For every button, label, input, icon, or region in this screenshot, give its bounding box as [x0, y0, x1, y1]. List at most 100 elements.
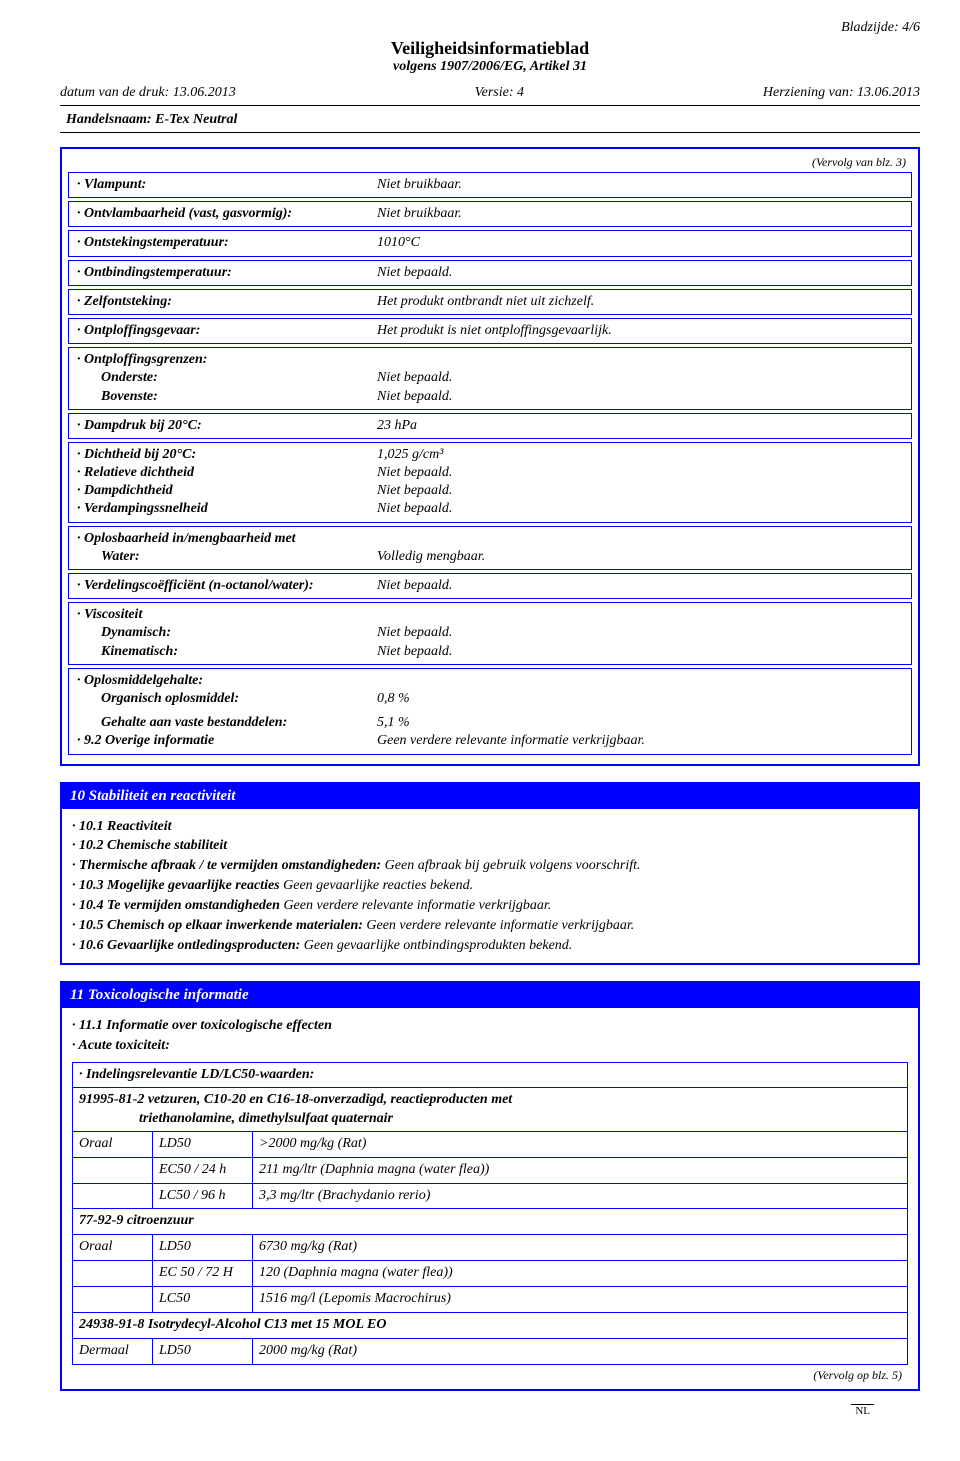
tox-row: LC50 1516 mg/l (Lepomis Macrochirus): [73, 1287, 907, 1313]
line-10-3b: Geen afbraak bij gebruik volgens voorsch…: [381, 858, 640, 873]
page-number: Bladzijde: 4/6: [60, 20, 920, 36]
continuation-to: (Vervolg op blz. 5): [72, 1365, 908, 1383]
prop-key: Vlampunt:: [77, 176, 377, 194]
prop-key: Oplosmiddelgehalte:: [77, 672, 903, 690]
prop-ontsteking: Ontstekingstemperatuur: 1010°C: [68, 230, 912, 256]
prop-oplosbaarheid: Oplosbaarheid in/mengbaarheid met Water:…: [68, 526, 912, 570]
meta-row: datum van de druk: 13.06.2013 Versie: 4 …: [60, 85, 920, 101]
tox-row: EC50 / 24 h 211 mg/ltr (Daphnia magna (w…: [73, 1158, 907, 1184]
tox-type: LC50 / 96 h: [153, 1184, 253, 1209]
prop-key: Oplosbaarheid in/mengbaarheid met: [77, 530, 903, 548]
version: Versie: 4: [475, 85, 524, 101]
line-11-2: Acute toxiciteit:: [72, 1038, 170, 1053]
line-10-5b: Geen verdere relevante informatie verkri…: [280, 898, 551, 913]
tox-row: EC 50 / 72 H 120 (Daphnia magna (water f…: [73, 1261, 907, 1287]
tox-row: Oraal LD50 >2000 mg/kg (Rat): [73, 1132, 907, 1158]
prop-viscositeit: Viscositeit Dynamisch: Niet bepaald. Kin…: [68, 602, 912, 665]
prop-subkey: Water:: [77, 548, 377, 566]
prop-ontploffingsgevaar: Ontploffingsgevaar: Het produkt is niet …: [68, 318, 912, 344]
prop-subkey: Onderste:: [77, 369, 377, 387]
prop-val: Niet bepaald.: [377, 388, 903, 406]
tox-route: [73, 1184, 153, 1209]
doc-title: Veiligheidsinformatieblad: [60, 38, 920, 59]
tox-value: 3,3 mg/ltr (Brachydanio rerio): [253, 1184, 907, 1209]
line-10-1: 10.1 Reactiviteit: [72, 819, 172, 834]
tox-row: Oraal LD50 6730 mg/kg (Rat): [73, 1235, 907, 1261]
tox-value: >2000 mg/kg (Rat): [253, 1132, 907, 1157]
tox-value: 211 mg/ltr (Daphnia magna (water flea)): [253, 1158, 907, 1183]
prop-key: Ontploffingsgrenzen:: [77, 351, 903, 369]
tox-substance-3: 24938-91-8 Isotrydecyl-Alcohol C13 met 1…: [73, 1313, 907, 1339]
prop-val: Niet bepaald.: [377, 624, 903, 642]
tox-value: 1516 mg/l (Lepomis Macrochirus): [253, 1287, 907, 1312]
prop-dichtheid-block: Dichtheid bij 20°C: 1,025 g/cm³ Relatiev…: [68, 442, 912, 523]
prop-val: Geen verdere relevante informatie verkri…: [377, 732, 903, 750]
prop-val: 1,025 g/cm³: [377, 446, 903, 464]
tox-route: Dermaal: [73, 1339, 153, 1364]
tox-substance-1: 91995-81-2 vetzuren, C10-20 en C16-18-on…: [73, 1088, 907, 1131]
prop-subkey: Kinematisch:: [77, 643, 377, 661]
prop-oplosmiddel: Oplosmiddelgehalte: Organisch oplosmidde…: [68, 668, 912, 755]
prop-val: Niet bepaald.: [377, 577, 903, 595]
line-11-1: 11.1 Informatie over toxicologische effe…: [72, 1018, 332, 1033]
prop-vlampunt: Vlampunt: Niet bruikbaar.: [68, 172, 912, 198]
tox-sub-line1: 91995-81-2 vetzuren, C10-20 en C16-18-on…: [79, 1092, 512, 1107]
prop-dampdruk: Dampdruk bij 20°C: 23 hPa: [68, 413, 912, 439]
prop-val: Niet bruikbaar.: [377, 176, 903, 194]
tox-substance-2: 77-92-9 citroenzuur: [73, 1209, 907, 1235]
prop-subkey: Organisch oplosmiddel:: [77, 690, 377, 708]
revision-date: Herziening van: 13.06.2013: [763, 85, 920, 101]
tox-route: Oraal: [73, 1132, 153, 1157]
prop-val: Niet bepaald.: [377, 369, 903, 387]
tox-row: Dermaal LD50 2000 mg/kg (Rat): [73, 1339, 907, 1364]
line-10-5a: 10.4 Te vermijden omstandigheden: [72, 898, 280, 913]
prop-subkey: Bovenste:: [77, 388, 377, 406]
prop-val: Niet bepaald.: [377, 264, 903, 282]
section-11-body: 11.1 Informatie over toxicologische effe…: [62, 1008, 918, 1389]
divider: [60, 105, 920, 106]
line-10-2: 10.2 Chemische stabiliteit: [72, 838, 227, 853]
tox-type: LD50: [153, 1339, 253, 1364]
prop-key: 9.2 Overige informatie: [77, 732, 377, 750]
doc-subtitle: volgens 1907/2006/EG, Artikel 31: [60, 59, 920, 75]
prop-val: Het produkt ontbrandt niet uit zichzelf.: [377, 293, 903, 311]
prop-key: Ontploffingsgevaar:: [77, 322, 377, 340]
section-10-title: 10 Stabiliteit en reactiviteit: [62, 784, 918, 809]
section-10-box: 10 Stabiliteit en reactiviteit 10.1 Reac…: [60, 782, 920, 965]
page: Bladzijde: 4/6 Veiligheidsinformatieblad…: [0, 0, 960, 1447]
tox-route: Oraal: [73, 1235, 153, 1260]
prop-key: Ontbindingstemperatuur:: [77, 264, 377, 282]
line-10-3a: Thermische afbraak / te vermijden omstan…: [72, 858, 381, 873]
continuation-from: (Vervolg van blz. 3): [68, 155, 912, 172]
tox-type: EC 50 / 72 H: [153, 1261, 253, 1286]
line-10-7a: 10.6 Gevaarlijke ontledingsproducten:: [72, 938, 300, 953]
prop-key: Viscositeit: [77, 606, 903, 624]
prop-key: Ontstekingstemperatuur:: [77, 234, 377, 252]
tox-route: [73, 1287, 153, 1312]
tox-value: 6730 mg/kg (Rat): [253, 1235, 907, 1260]
tox-head: Indelingsrelevantie LD/LC50-waarden:: [73, 1063, 907, 1089]
prop-subkey: Dynamisch:: [77, 624, 377, 642]
prop-key: Verdelingscoëfficiënt (n-octanol/water):: [77, 577, 377, 595]
line-10-6b: Geen verdere relevante informatie verkri…: [363, 918, 634, 933]
prop-val: 1010°C: [377, 234, 903, 252]
tox-type: LD50: [153, 1235, 253, 1260]
tox-type: LD50: [153, 1132, 253, 1157]
prop-val: Het produkt is niet ontploffingsgevaarli…: [377, 322, 903, 340]
prop-val: 23 hPa: [377, 417, 903, 435]
prop-val: 0,8 %: [377, 690, 903, 708]
prop-verdelings: Verdelingscoëfficiënt (n-octanol/water):…: [68, 573, 912, 599]
prop-val: Niet bruikbaar.: [377, 205, 903, 223]
tox-value: 120 (Daphnia magna (water flea)): [253, 1261, 907, 1286]
print-date: datum van de druk: 13.06.2013: [60, 85, 236, 101]
tox-route: [73, 1158, 153, 1183]
prop-val: Niet bepaald.: [377, 482, 903, 500]
prop-key: Dampdruk bij 20°C:: [77, 417, 377, 435]
tox-row: LC50 / 96 h 3,3 mg/ltr (Brachydanio reri…: [73, 1184, 907, 1210]
prop-key: Dichtheid bij 20°C:: [77, 446, 377, 464]
prop-key: Verdampingssnelheid: [77, 500, 377, 518]
prop-val: 5,1 %: [377, 714, 903, 732]
prop-key: Relatieve dichtheid: [77, 464, 377, 482]
tox-table: Indelingsrelevantie LD/LC50-waarden: 919…: [72, 1062, 908, 1365]
prop-val: Niet bepaald.: [377, 464, 903, 482]
